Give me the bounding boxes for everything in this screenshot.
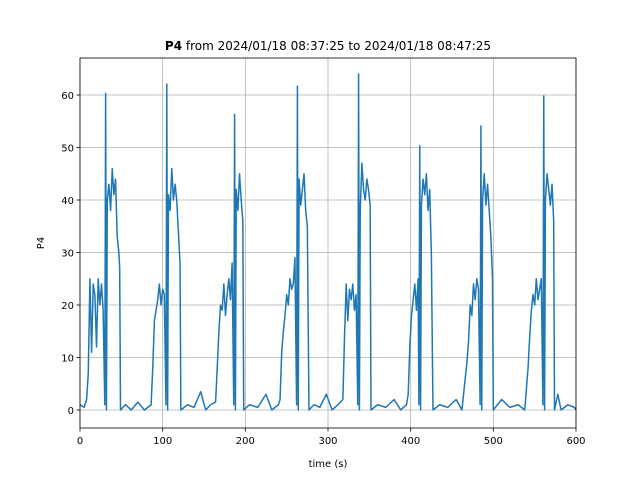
x-tick-label: 400 [401,436,420,447]
data-line [79,73,577,411]
y-tick-label: 40 [61,196,74,207]
title-bold: P4 [165,39,182,53]
chart-title: P4 from 2024/01/18 08:37:25 to 2024/01/1… [165,39,491,53]
y-tick-label: 10 [61,353,74,364]
x-tick-label: 200 [236,436,255,447]
x-axis-label: time (s) [309,459,348,470]
y-tick-label: 60 [61,91,74,102]
x-tick-label: 600 [566,436,585,447]
y-tick-label: 20 [61,301,74,312]
x-tick-label: 100 [153,436,172,447]
y-tick-label: 50 [61,144,74,155]
x-tick-label: 500 [484,436,503,447]
x-tick-label: 0 [77,436,83,447]
y-tick-label: 30 [61,249,74,260]
x-tick-label: 300 [318,436,337,447]
plot-frame [79,57,577,429]
y-axis-label: P4 [36,237,47,249]
y-tick-label: 0 [68,406,74,417]
title-text: from 2024/01/18 08:37:25 to 2024/01/18 0… [186,39,491,53]
